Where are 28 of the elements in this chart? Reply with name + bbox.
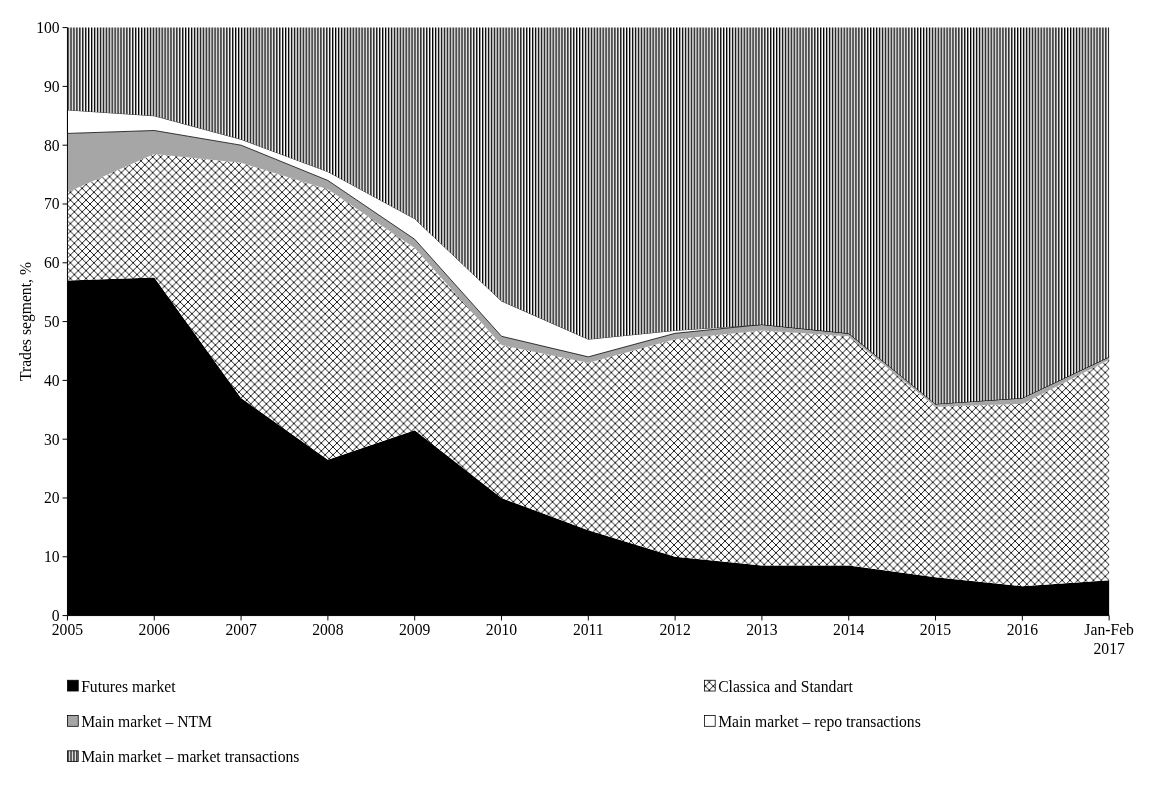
y-tick-label: 100 <box>36 19 60 37</box>
x-tick-label: 2008 <box>312 621 344 639</box>
x-tick-label: 2011 <box>572 621 604 639</box>
x-tick-label: 2006 <box>138 621 171 639</box>
x-tick-label: 2010 <box>485 621 518 639</box>
legend-label: Main market – repo transactions <box>718 712 921 731</box>
x-tick-label: 2015 <box>919 621 952 639</box>
y-tick-label: 90 <box>43 77 60 95</box>
x-tick-label: 2012 <box>659 621 691 639</box>
y-tick-label: 30 <box>43 430 60 448</box>
x-tick-label: 2007 <box>225 621 257 639</box>
legend-label: Futures market <box>81 677 177 695</box>
y-tick-label: 80 <box>43 136 60 154</box>
y-tick-label: 70 <box>43 195 60 213</box>
legend-label: Main market – NTM <box>81 712 213 730</box>
y-axis-title: Trades segment, % <box>17 262 36 382</box>
x-tick-label: 2013 <box>746 621 778 639</box>
y-tick-label: 10 <box>43 548 60 566</box>
y-tick-label: 50 <box>43 313 60 331</box>
y-tick-label: 20 <box>43 489 60 507</box>
x-tick-label: 2009 <box>399 621 431 639</box>
legend-label: Main market – market transactions <box>81 748 300 766</box>
legend-label: Classica and Standart <box>718 677 854 695</box>
x-tick-label: 2016 <box>1006 621 1039 639</box>
x-tick-label: Jan-Feb 2017 <box>1084 621 1135 657</box>
x-tick-label: 2014 <box>833 621 865 639</box>
y-tick-label: 40 <box>43 371 60 389</box>
y-tick-label: 60 <box>43 254 60 272</box>
